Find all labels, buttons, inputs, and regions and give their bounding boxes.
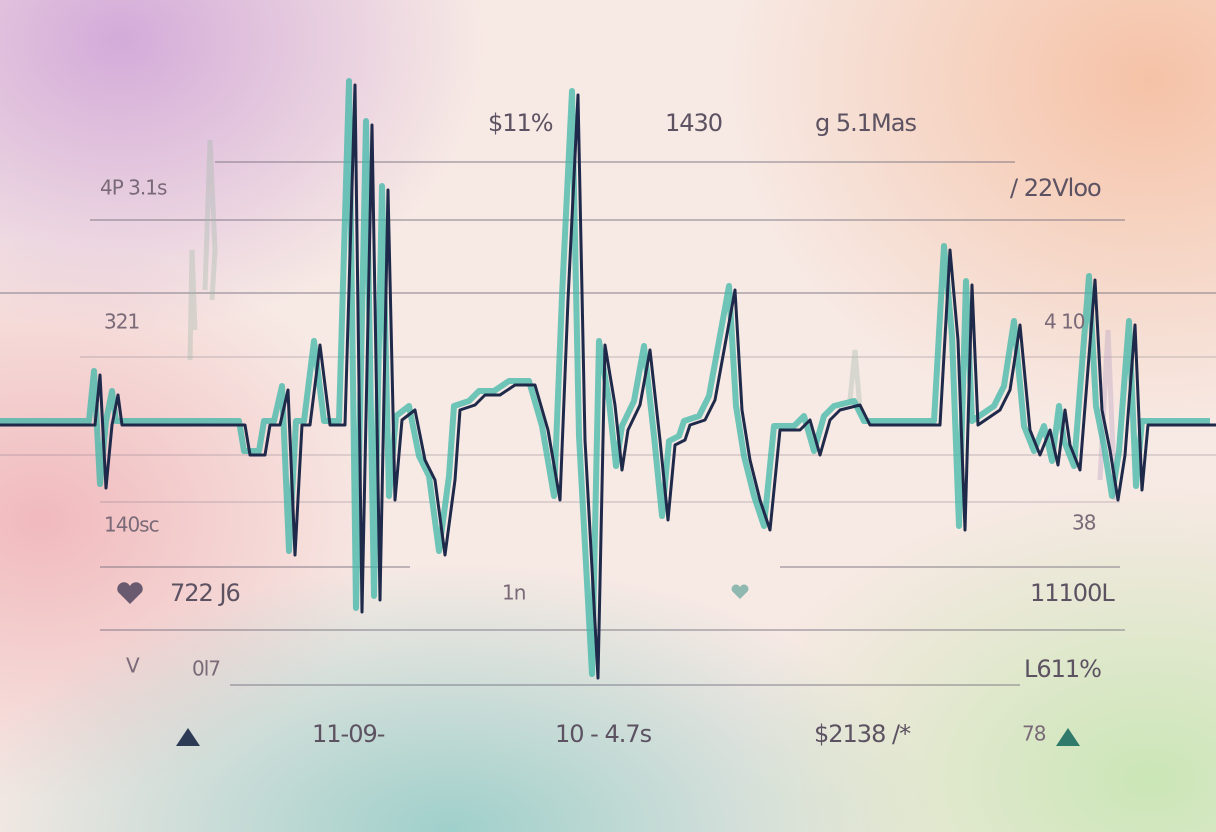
ecg-wave [0,83,1216,680]
ghost [847,349,863,411]
label: 321 [104,310,139,334]
heart-icon [731,584,749,599]
label: 722 J6 [170,579,240,607]
label: V [126,654,140,678]
triangle-icon [176,728,200,746]
guide-lines [0,161,1216,686]
label: g 5.1Mas [815,109,916,137]
icons [117,582,1080,746]
label: 11-09- [312,720,385,748]
ghost [187,249,198,361]
ghost [202,139,218,301]
heart-icon [117,582,143,604]
triangle-icon [1056,728,1080,746]
label: L611% [1024,655,1101,683]
ecg-wave-teal [0,78,1210,677]
label: 78 [1022,722,1046,746]
label: 10 - 4.7s [555,720,652,748]
label: 4 10 [1044,310,1085,334]
label: 38 [1072,511,1096,535]
label: 1430 [665,109,722,137]
label: $11% [488,109,553,137]
label: 11100L [1030,579,1115,607]
label: 4P 3.1s [100,176,167,200]
label: / 22Vloo [1010,174,1101,202]
labels: $11% 1430 g 5.1Mas 4P 3.1s / 22Vloo 321 … [100,109,1116,748]
label: 1n [502,581,525,605]
label: 0l7 [192,657,220,681]
label: $2138 /* [814,720,911,748]
label: 140sc [104,513,159,537]
